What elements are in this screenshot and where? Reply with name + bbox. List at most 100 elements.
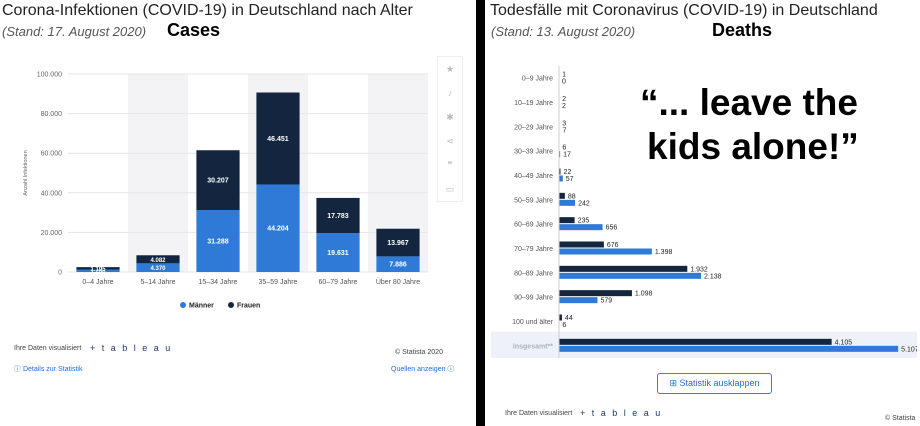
data-label: 579 [600,298,612,305]
x-tick-label: 15–34 Jahre [199,279,238,286]
bar-segment [376,256,420,272]
bar-segment [376,228,420,257]
y-category-label: 20–29 Jahre [514,124,553,131]
deaths-bar-chart: 0–9 Jahre 10 10–19 Jahre 22 20–29 Jahre 37 30–… [491,66,917,358]
legend-label: Männer [189,303,214,310]
bar-segment [76,269,120,272]
deaths-tableau-credit: Ihre Daten visualisiert [505,410,573,417]
bar [559,224,603,231]
data-label: 31.288 [207,239,229,246]
data-label: 2 [562,103,566,110]
details-link[interactable]: ⓘ Details zur Statistik [14,366,83,373]
panel-divider [476,0,485,426]
y-category-label: 40–49 Jahre [514,173,553,180]
bar [559,272,701,279]
y-tick-label: 60.000 [41,151,63,158]
deaths-chart-subtitle: (Stand: 13. August 2020) [491,24,636,39]
sources-link[interactable]: Quellen anzeigen ⓘ [391,366,455,373]
cases-tableau-credit: Ihre Daten visualisiert [14,345,82,352]
data-label: 46.451 [267,136,289,143]
x-tick-label: 60–79 Jahre [319,279,358,286]
tableau-logo-right[interactable]: + t a b l e a u [580,408,663,418]
data-label: 19.631 [327,250,349,257]
print-icon[interactable]: ▭ [445,183,455,194]
bar-segment [136,263,180,272]
deaths-card: 0–9 Jahre 1 0 10–19 Jahre 2 2 20–29 Jahre 3 7 30–… [491,56,917,358]
cases-overlay-label: Cases [167,20,221,40]
data-label: 4.370 [150,266,166,272]
data-label: 22 [563,169,571,176]
chart-toolbar: ★ ♪ ✱ ⋖ ❞ ▭ [437,56,463,202]
data-label: 17.783 [327,213,349,220]
deaths-chart-title: Todesfälle mit Coronavirus (COVID-19) in… [490,2,878,19]
data-label: 17 [563,152,571,159]
statista-copyright-right: © Statista [885,415,916,422]
y-axis-label: Anzahl Infektionen [23,150,29,195]
data-label: 7.886 [389,262,407,269]
y-tick-label: 40.000 [41,190,63,197]
data-label: 44.204 [267,226,289,233]
x-tick-label: 0–4 Jahre [82,279,113,286]
bar [559,241,604,248]
bar [559,297,598,304]
y-category-label: 60–69 Jahre [514,222,553,229]
y-category-label: Insgesamt** [513,343,553,350]
bar-segment [316,197,360,234]
bar-segment [136,255,180,264]
bar [559,338,832,345]
quote-icon[interactable]: ❞ [447,159,453,170]
share-icon[interactable]: ⋖ [446,135,454,146]
y-tick-label: 100.000 [37,72,62,79]
data-label: 1.266 [90,269,106,275]
data-label: 2 [562,96,566,103]
tableau-logo[interactable]: + t a b l e a u [90,343,173,353]
legend-swatch [228,302,234,308]
bar [559,314,562,321]
y-category-label: 0–9 Jahre [522,76,553,83]
bar-segment [256,184,300,272]
data-label: 5.107 [901,346,917,353]
x-tick-label: 35–59 Jahre [259,279,298,286]
y-category-label: 10–19 Jahre [514,100,553,107]
bar-segment [196,210,240,272]
bell-icon[interactable]: ♪ [447,88,453,98]
gear-icon[interactable]: ✱ [446,111,454,122]
y-category-label: 80–89 Jahre [514,270,553,277]
y-tick-label: 20.000 [41,230,63,237]
cases-panel: Corona-Infektionen (COVID-19) in Deutsch… [2,2,463,373]
data-label: 13.967 [387,240,409,247]
data-label: 1.932 [690,266,708,273]
bar [559,168,561,175]
bar [559,192,565,199]
bar-segment [256,92,300,185]
legend-label: Frauen [237,303,260,310]
x-tick-label: Über 80 Jahre [376,278,420,286]
deaths-panel: Todesfälle mit Coronavirus (COVID-19) in… [485,0,920,426]
data-label: 656 [606,225,618,232]
data-label: 4.105 [835,339,853,346]
data-label: 1.195 [90,267,106,273]
bar [559,175,563,182]
quote-line-1: “... leave the [640,82,858,123]
data-label: 30.207 [207,178,229,185]
bar-segment [196,150,240,211]
cases-bar-chart: 0 20.000 40.000 60.000 80.000 100.000 Anzahl I… [23,72,428,310]
bar [559,217,575,224]
data-label: 676 [607,242,619,249]
cases-chart-title: Corona-Infektionen (COVID-19) in Deutsch… [2,2,413,19]
bar-segment [76,267,120,270]
data-label: 1 [562,72,566,79]
data-label: 4.082 [150,258,166,264]
star-icon[interactable]: ★ [445,63,455,74]
expand-statistic-button[interactable]: ⊞ Statistik ausklappen [657,373,772,394]
data-label: 3 [562,120,566,127]
bar [559,345,899,352]
bar [559,290,632,297]
data-label: 6 [562,145,566,152]
data-label: 242 [578,200,590,207]
legend-swatch [180,302,186,308]
data-label: 57 [566,176,574,183]
cases-chart-subtitle: (Stand: 17. August 2020) [2,24,147,39]
data-label: 44 [565,315,573,322]
y-category-label: 90–99 Jahre [514,295,553,302]
